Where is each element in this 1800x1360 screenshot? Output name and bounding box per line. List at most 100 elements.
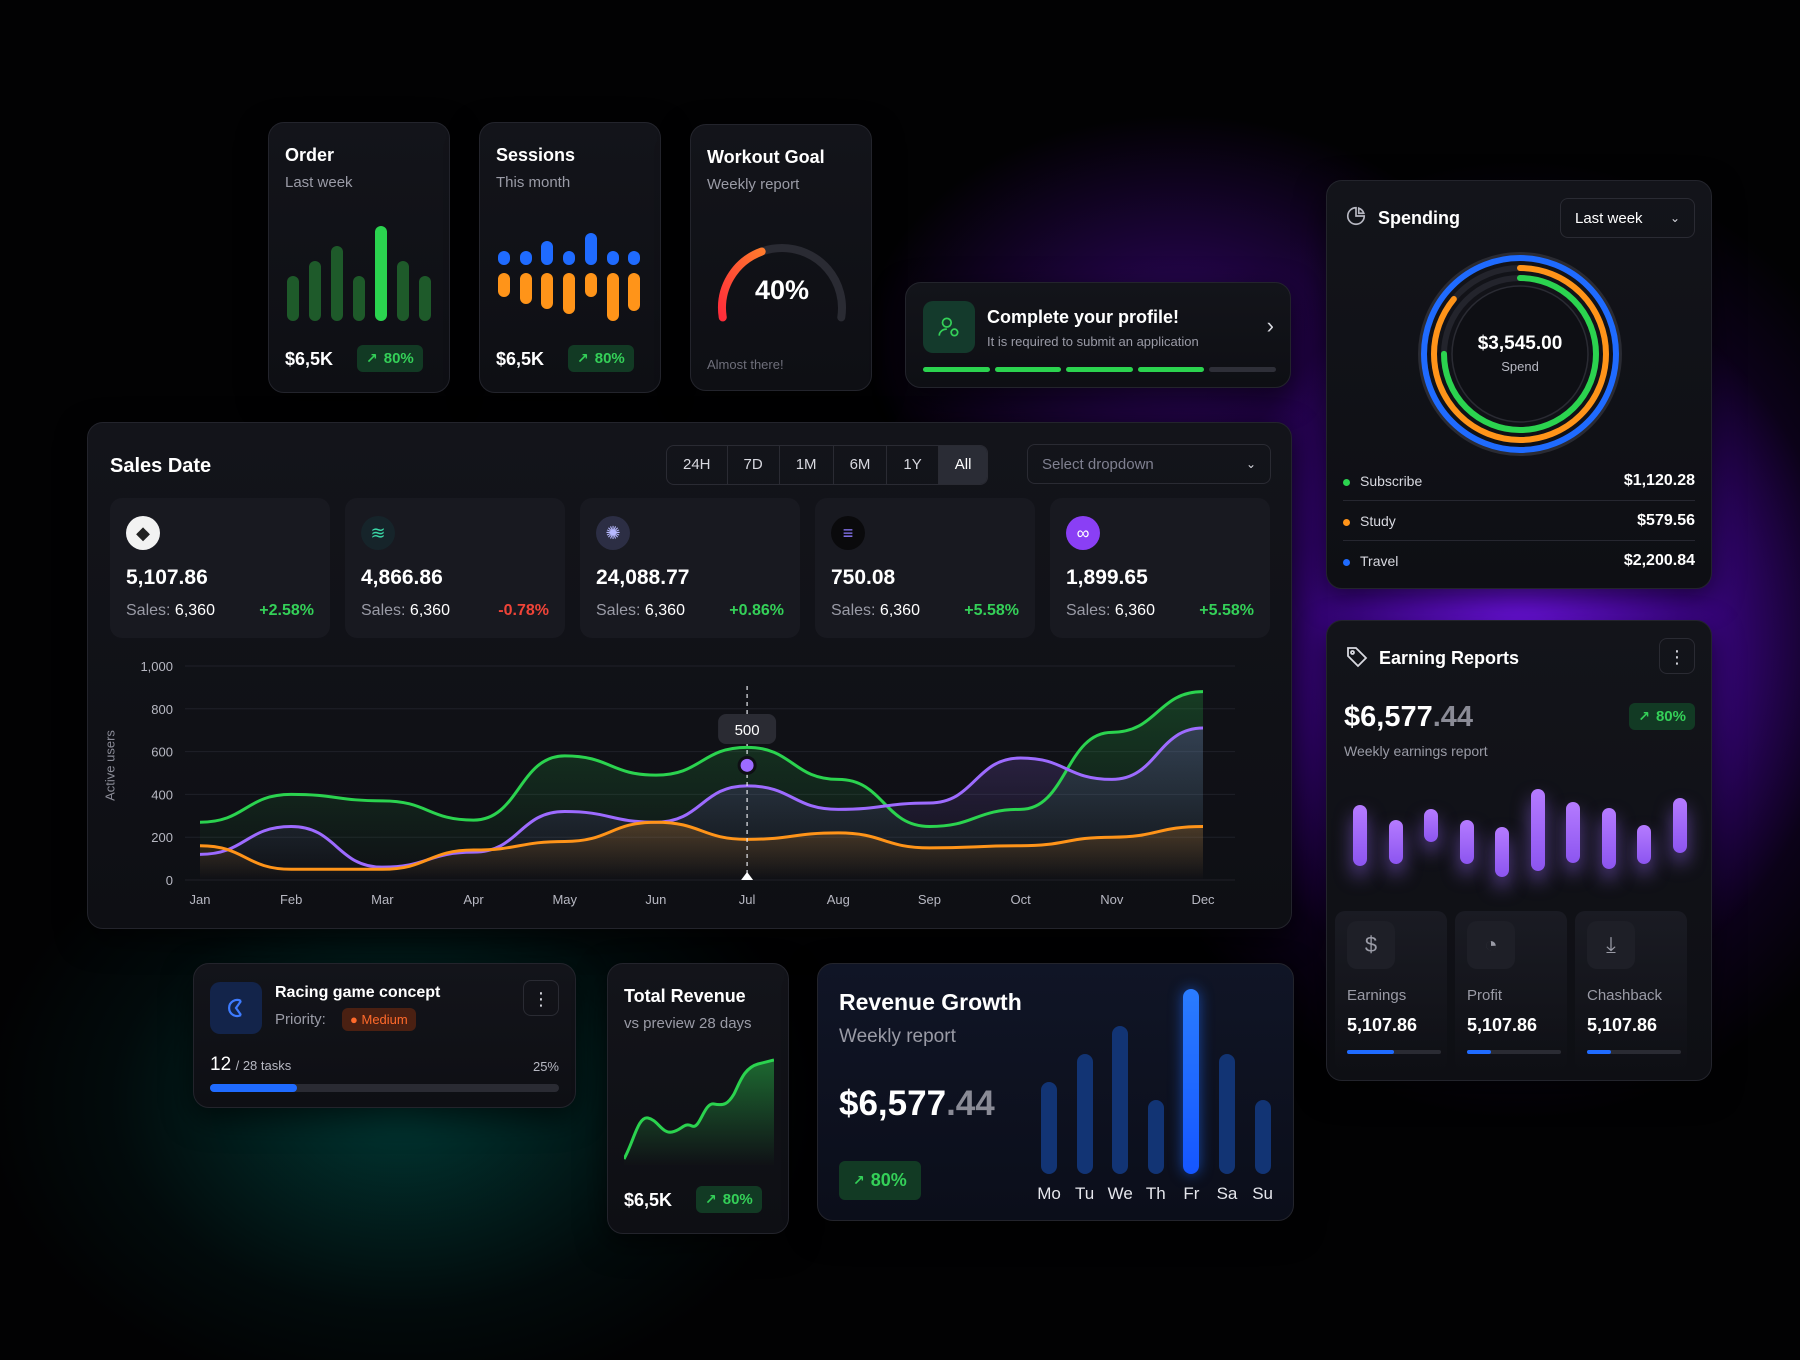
sessions-title: Sessions — [496, 145, 576, 165]
spending-legend-label: Subscribe — [1343, 473, 1422, 489]
dropdown-placeholder: Select dropdown — [1042, 455, 1154, 473]
coin-sales: Sales: 6,360 — [126, 602, 215, 619]
sessions-bar-bottom — [584, 273, 597, 297]
earning-amount: $6,577.44 — [1344, 701, 1473, 734]
earning-bar — [1424, 808, 1438, 842]
spending-legend-label: Study — [1343, 513, 1396, 529]
profile-title: Complete your profile! — [987, 307, 1180, 327]
moon-icon — [210, 982, 262, 1034]
earning-bar — [1566, 802, 1580, 863]
order-growth-badge: ↗ 80% — [357, 345, 423, 372]
order-subtitle: Last week — [285, 174, 353, 191]
growth-bar-mo — [1041, 1081, 1057, 1174]
earning-bar — [1530, 788, 1545, 872]
donut-ring-study — [1431, 265, 1609, 443]
complete-profile-card[interactable]: Complete your profile! It is required to… — [905, 282, 1291, 388]
pie-icon: ◔ — [1467, 921, 1515, 969]
spending-period-select[interactable]: Last week ⌄ — [1560, 198, 1695, 238]
earning-metric-label: Earnings — [1347, 987, 1407, 1004]
spending-legend-value: $1,120.28 — [1623, 471, 1695, 489]
legend-dot-icon — [1343, 518, 1350, 526]
coin-value: 750.08 — [831, 566, 896, 589]
order-title: Order — [285, 145, 335, 165]
profile-step — [1137, 367, 1205, 372]
coin-card[interactable]: ∞ 1,899.65 Sales: 6,360 +5.58% — [1050, 498, 1270, 638]
earning-amount-main: $6,577 — [1344, 701, 1433, 733]
growth-bar-tu — [1076, 1053, 1093, 1174]
tooltip-value: 500 — [735, 722, 760, 739]
sales-select-dropdown[interactable]: Select dropdown ⌄ — [1027, 444, 1271, 484]
growth-badge-value: 80% — [870, 1170, 907, 1190]
earning-metric-track — [1587, 1050, 1681, 1054]
x-tick-label: Jun — [645, 892, 666, 907]
coin-change: +2.58% — [259, 602, 314, 619]
spending-legend-label: Travel — [1343, 553, 1398, 569]
growth-bar-fr — [1183, 989, 1200, 1174]
earning-bar — [1672, 798, 1687, 854]
order-value: $6,5K — [285, 349, 334, 369]
coin-sales: Sales: 6,360 — [361, 602, 450, 619]
earning-badge-value: 80% — [1655, 708, 1686, 725]
earning-metric-track — [1467, 1050, 1561, 1054]
user-settings-icon — [923, 301, 975, 353]
coin-card[interactable]: ≡ 750.08 Sales: 6,360 +5.58% — [815, 498, 1035, 638]
range-tab-6m[interactable]: 6M — [834, 446, 888, 484]
sessions-bar-chart — [496, 221, 648, 321]
task-card[interactable]: Racing game concept Priority: ● Medium ⋮… — [193, 963, 576, 1108]
range-tab-24h[interactable]: 24H — [667, 446, 728, 484]
sessions-bar-bottom — [498, 273, 510, 297]
revenue-subtitle: vs preview 28 days — [624, 1015, 752, 1032]
profile-step — [994, 367, 1062, 372]
range-tab-1y[interactable]: 1Y — [887, 446, 939, 484]
task-progress-track — [210, 1084, 559, 1092]
profile-step — [1209, 367, 1276, 372]
x-tick-label: Jan — [190, 892, 211, 907]
spending-total-label: Spend — [1501, 359, 1539, 374]
download-icon: ⤓ — [1587, 921, 1635, 969]
x-tick-label: Jul — [739, 892, 756, 907]
donut-outer-track — [1418, 252, 1622, 456]
earning-metric-track — [1347, 1050, 1441, 1054]
coin-change: +5.58% — [1199, 602, 1254, 619]
coin-card[interactable]: ◆ 5,107.86 Sales: 6,360 +2.58% — [110, 498, 330, 638]
more-vertical-icon[interactable]: ⋮ — [523, 980, 559, 1016]
growth-badge: ↗ 80% — [839, 1161, 921, 1200]
task-done: 12 — [210, 1054, 232, 1075]
sessions-bar-top — [541, 241, 554, 265]
x-tick-label: Dec — [1191, 892, 1215, 907]
earning-bar — [1353, 805, 1367, 866]
more-vertical-icon[interactable]: ⋮ — [1659, 638, 1695, 674]
growth-day-label: Su — [1252, 1184, 1273, 1203]
priority-badge: ● Medium — [342, 1008, 416, 1031]
revenue-growth-badge: ↗ 80% — [696, 1186, 762, 1213]
coin-value: 1,899.65 — [1066, 566, 1148, 589]
y-tick-label: 600 — [151, 745, 173, 760]
arrow-up-right-icon: ↗ — [366, 350, 378, 366]
x-tick-label: Sep — [918, 892, 941, 907]
x-tick-label: Feb — [280, 892, 302, 907]
tooltip-marker[interactable] — [737, 755, 757, 775]
task-progress-fill — [210, 1084, 298, 1092]
range-tab-all[interactable]: All — [938, 446, 988, 484]
workout-title: Workout Goal — [707, 147, 825, 167]
coin-card[interactable]: ≋ 4,866.86 Sales: 6,360 -0.78% — [345, 498, 565, 638]
coin-card[interactable]: ✺ 24,088.77 Sales: 6,360 +0.86% — [580, 498, 800, 638]
growth-amount-main: $6,577 — [839, 1084, 947, 1123]
sessions-bar-top — [628, 251, 641, 265]
arrow-up-right-icon: ↗ — [577, 350, 589, 366]
sessions-card: Sessions This month $6,5K ↗ 80% — [479, 122, 661, 393]
range-tab-1m[interactable]: 1M — [780, 446, 834, 484]
cosmos-icon: ✺ — [596, 516, 630, 550]
series-area — [200, 822, 1203, 880]
earning-metric-label: Chashback — [1587, 987, 1663, 1004]
priority-dot-icon: ● — [350, 1012, 358, 1027]
order-bar — [309, 261, 321, 321]
range-tab-7d[interactable]: 7D — [728, 446, 780, 484]
earning-amount-decimal: .44 — [1432, 701, 1474, 733]
chevron-right-icon[interactable]: › — [1266, 313, 1274, 338]
sessions-subtitle: This month — [496, 174, 571, 191]
chevron-down-icon: ⌄ — [1245, 457, 1256, 471]
earning-title: Earning Reports — [1379, 648, 1520, 668]
order-card: Order Last week $6,5K ↗ 80% — [268, 122, 450, 393]
sessions-bar-bottom — [519, 273, 532, 305]
